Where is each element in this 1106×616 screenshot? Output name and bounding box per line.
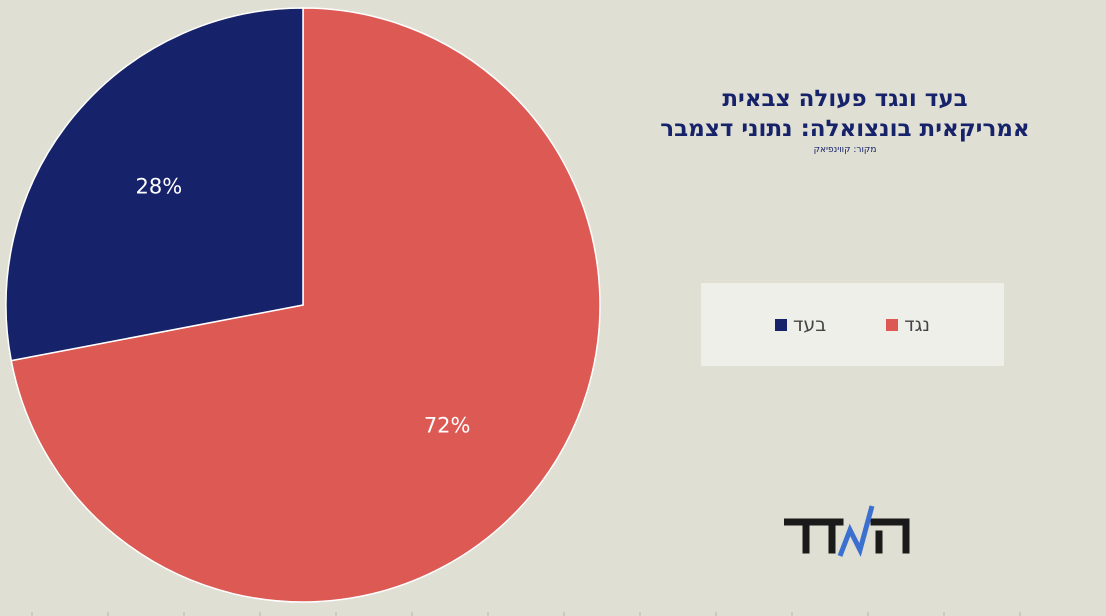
brand-logo-mark (782, 505, 910, 557)
chart-subtitle: מקור: קווינפיאק (813, 145, 877, 155)
legend-label-against: נגד (904, 313, 931, 336)
pie-slice-1 (5, 7, 304, 362)
bottom-tick-marks (31, 612, 1021, 616)
legend: בעד נגד (701, 283, 1004, 366)
pie-slice-0 (10, 7, 601, 603)
legend-swatch-against (886, 318, 899, 331)
legend-swatch-for (774, 318, 787, 331)
legend-item-against: נגד (886, 314, 930, 336)
chart-title-line-2: אמריקאית בונצואלה: נתוני דצמבר (660, 116, 1030, 142)
pie-data-label-0: 72% (424, 413, 471, 437)
pie-data-label-1: 28% (135, 175, 182, 199)
legend-item-for: בעד (774, 313, 827, 336)
chart-title-block: בעד ונגד פעולה צבאית אמריקאית בונצואלה: … (600, 84, 1090, 155)
legend-label-for: בעד (792, 313, 827, 336)
brand-logo (782, 500, 914, 570)
chart-title-line-1: בעד ונגד פעולה צבאית (722, 86, 968, 112)
